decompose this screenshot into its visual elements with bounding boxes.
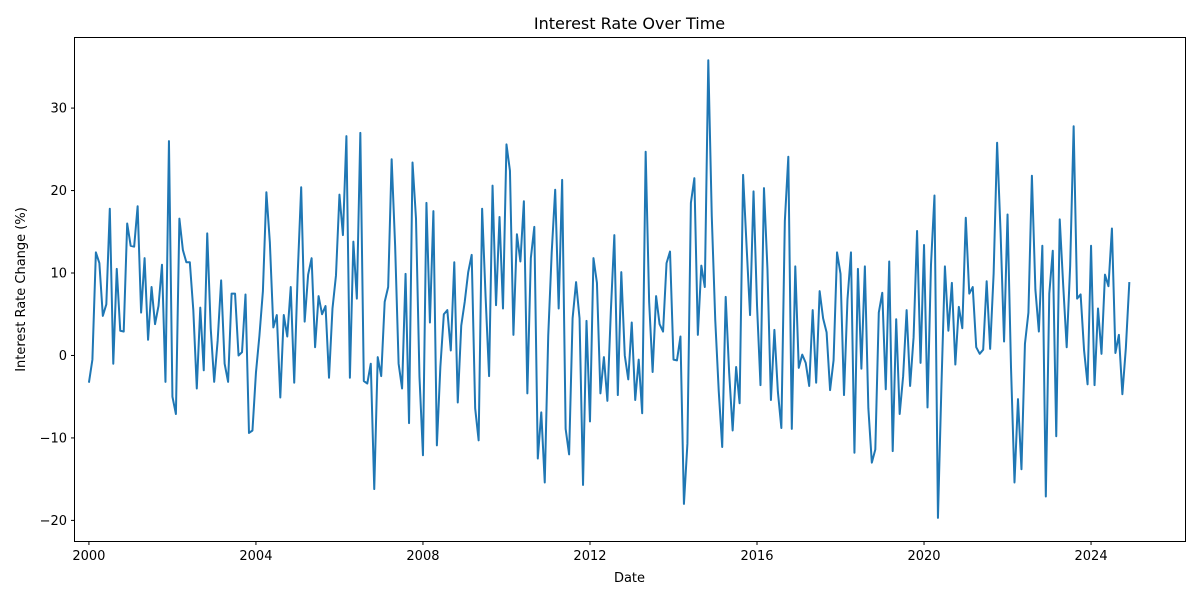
series-line-0: [87, 59, 1131, 519]
y-tick-label: −10: [40, 431, 67, 446]
y-axis: −20 −10 0 10 20 30: [40, 102, 75, 529]
x-tick-label: 2020: [907, 549, 940, 564]
y-tick-label: 30: [50, 102, 67, 117]
x-tick-label: 2008: [406, 549, 439, 564]
x-tick-label: 2024: [1075, 549, 1108, 564]
x-axis-label: Date: [614, 571, 645, 586]
y-tick-label: 0: [59, 349, 67, 364]
y-tick-label: 20: [50, 184, 67, 199]
x-tick-label: 2004: [239, 549, 272, 564]
x-axis: 2000 2004 2008 2012 2016 2020 2024: [72, 541, 1108, 564]
y-axis-label: Interest Rate Change (%): [14, 207, 29, 372]
y-tick-label: −20: [40, 514, 67, 529]
plot-frame: [74, 37, 1186, 542]
chart-title: Interest Rate Over Time: [534, 14, 725, 33]
x-tick-label: 2012: [573, 549, 606, 564]
x-tick-label: 2016: [740, 549, 773, 564]
y-tick-label: 10: [50, 267, 67, 282]
x-tick-label: 2000: [72, 549, 105, 564]
